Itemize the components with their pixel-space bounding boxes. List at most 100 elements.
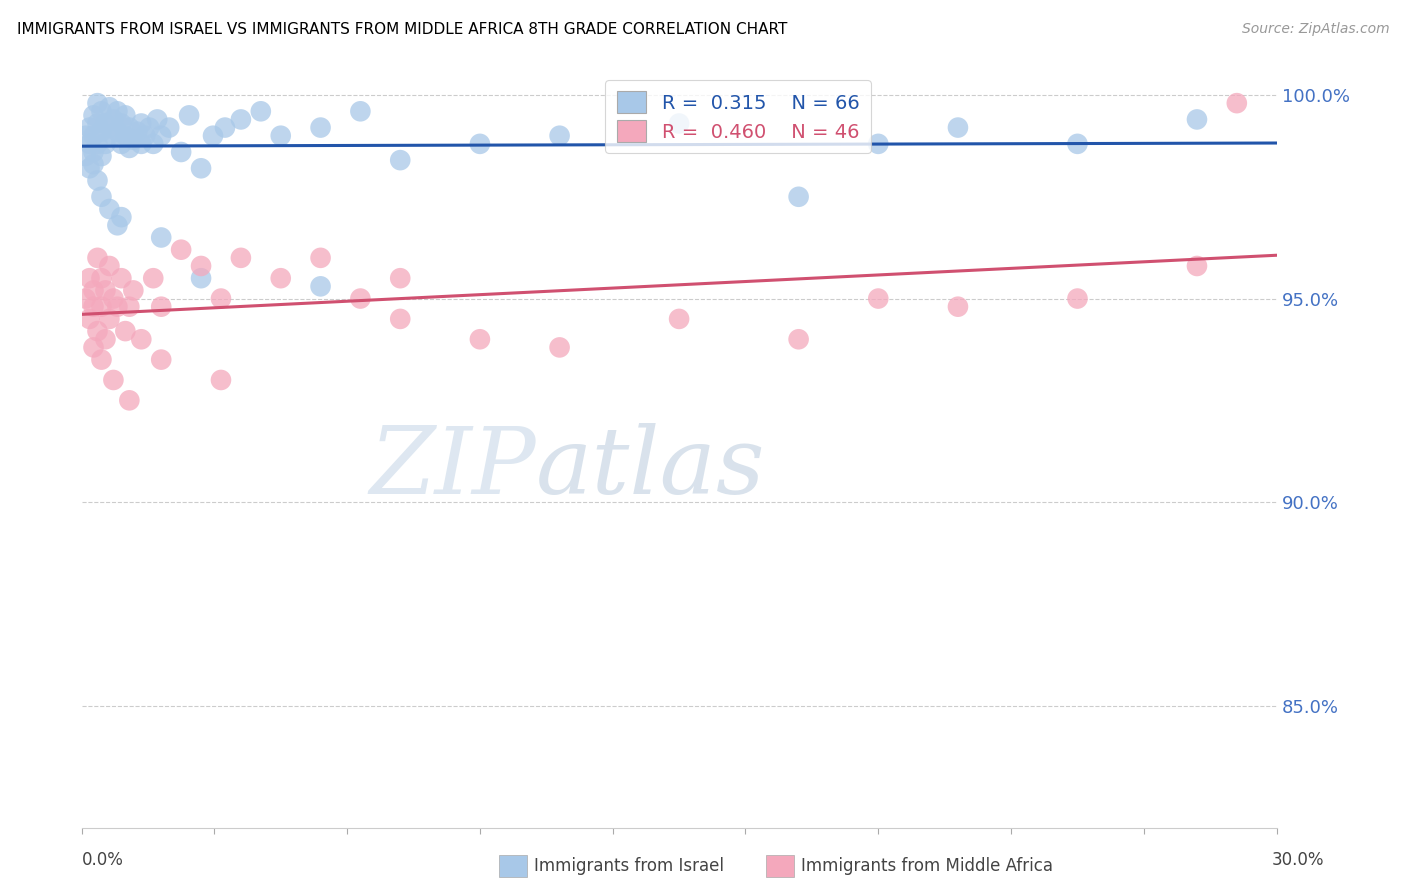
Point — [90, 104, 112, 119]
Point — [79, 312, 101, 326]
Point — [98, 100, 121, 114]
Point — [157, 120, 180, 135]
Point — [110, 210, 132, 224]
Text: Immigrants from Israel: Immigrants from Israel — [534, 857, 724, 875]
Point — [90, 352, 112, 367]
Point — [468, 332, 491, 346]
Text: atlas: atlas — [536, 423, 765, 513]
Point — [202, 128, 225, 143]
Point — [118, 120, 141, 135]
Point — [142, 271, 165, 285]
Point — [94, 284, 117, 298]
Point — [389, 312, 412, 326]
Point — [86, 116, 108, 130]
Point — [179, 108, 201, 122]
Point — [190, 161, 212, 176]
Point — [129, 116, 153, 130]
Point — [389, 271, 412, 285]
Point — [90, 190, 112, 204]
Point — [309, 120, 332, 135]
Point — [1066, 136, 1088, 151]
Point — [82, 340, 105, 354]
Point — [90, 149, 112, 163]
Point — [103, 373, 125, 387]
Point — [270, 128, 292, 143]
Point — [79, 161, 101, 176]
Point — [110, 116, 132, 130]
Point — [170, 243, 193, 257]
Point — [150, 230, 173, 244]
Point — [1226, 96, 1249, 111]
Point — [1185, 259, 1208, 273]
Point — [103, 292, 125, 306]
Point — [142, 136, 165, 151]
Point — [107, 125, 129, 139]
Point — [118, 141, 141, 155]
Point — [868, 136, 890, 151]
Point — [946, 120, 969, 135]
Point — [668, 312, 690, 326]
Point — [787, 190, 810, 204]
Point — [82, 128, 105, 143]
Point — [86, 173, 108, 187]
Point — [94, 116, 117, 130]
Point — [548, 340, 571, 354]
Point — [90, 125, 112, 139]
Legend: R =  0.315    N = 66, R =  0.460    N = 46: R = 0.315 N = 66, R = 0.460 N = 46 — [605, 79, 870, 153]
Point — [79, 271, 101, 285]
Point — [1066, 292, 1088, 306]
Text: IMMIGRANTS FROM ISRAEL VS IMMIGRANTS FROM MIDDLE AFRICA 8TH GRADE CORRELATION CH: IMMIGRANTS FROM ISRAEL VS IMMIGRANTS FRO… — [17, 22, 787, 37]
Point — [79, 120, 101, 135]
Point — [1185, 112, 1208, 127]
Point — [946, 300, 969, 314]
Point — [90, 300, 112, 314]
Point — [868, 292, 890, 306]
Point — [114, 324, 136, 338]
Point — [94, 136, 117, 151]
Point — [82, 284, 105, 298]
Point — [82, 157, 105, 171]
Point — [118, 300, 141, 314]
Point — [86, 96, 108, 111]
Point — [468, 136, 491, 151]
Point — [209, 292, 232, 306]
Point — [150, 128, 173, 143]
Point — [122, 284, 145, 298]
Point — [110, 136, 132, 151]
Point — [229, 251, 252, 265]
Point — [98, 259, 121, 273]
Point — [129, 332, 153, 346]
Text: 30.0%: 30.0% — [1272, 851, 1324, 869]
Point — [98, 120, 121, 135]
Point — [103, 128, 125, 143]
Point — [270, 271, 292, 285]
Point — [114, 108, 136, 122]
Point — [86, 136, 108, 151]
Point — [138, 120, 160, 135]
Point — [107, 104, 129, 119]
Point — [82, 145, 105, 159]
Text: 0.0%: 0.0% — [82, 851, 124, 869]
Point — [389, 153, 412, 168]
Point — [146, 112, 169, 127]
Point — [98, 312, 121, 326]
Point — [98, 202, 121, 216]
Point — [75, 149, 97, 163]
Point — [82, 108, 105, 122]
Point — [110, 271, 132, 285]
Point — [209, 373, 232, 387]
Point — [107, 300, 129, 314]
Point — [90, 271, 112, 285]
Point — [309, 251, 332, 265]
Point — [668, 116, 690, 130]
Point — [79, 136, 101, 151]
Point — [548, 128, 571, 143]
Point — [75, 292, 97, 306]
Point — [118, 393, 141, 408]
Point — [190, 259, 212, 273]
Text: Immigrants from Middle Africa: Immigrants from Middle Africa — [801, 857, 1053, 875]
Point — [114, 128, 136, 143]
Point — [309, 279, 332, 293]
Point — [150, 300, 173, 314]
Point — [129, 136, 153, 151]
